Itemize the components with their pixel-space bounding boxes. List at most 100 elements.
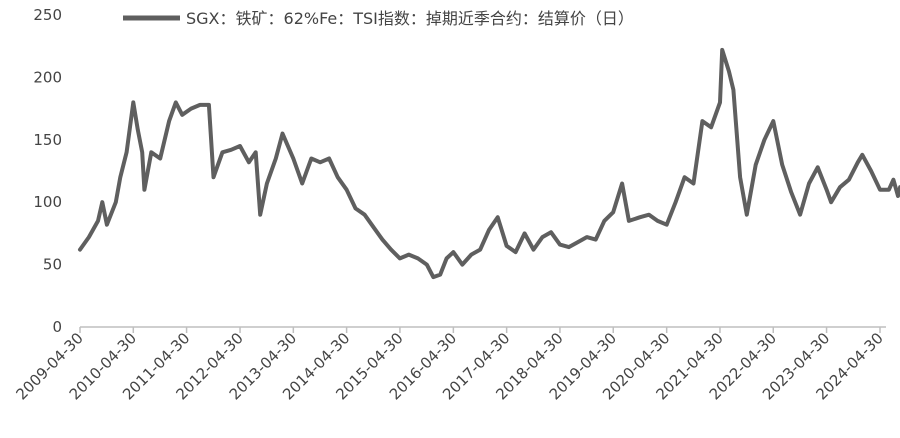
data-point [594, 238, 598, 242]
data-point [125, 150, 129, 154]
data-point [220, 150, 224, 154]
data-point [754, 163, 758, 167]
data-point [567, 245, 571, 249]
data-point [558, 243, 562, 247]
data-point [318, 160, 322, 164]
data-point [158, 156, 162, 161]
data-point [602, 219, 606, 223]
data-point [838, 185, 842, 189]
data-point [327, 156, 331, 161]
data-point [398, 256, 402, 260]
data-point [180, 113, 184, 117]
data-point [496, 215, 500, 219]
legend: SGX：铁矿：62%Fe：TSI指数：掉期近季合约：结算价（日） [123, 9, 634, 28]
data-point [656, 219, 660, 223]
data-point [96, 219, 100, 223]
data-point [487, 228, 491, 232]
y-tick-label: 0 [52, 318, 62, 336]
y-tick-label: 250 [33, 6, 62, 24]
data-point [469, 253, 473, 257]
data-point [700, 119, 705, 123]
y-tick-label: 50 [43, 256, 62, 274]
data-point [87, 235, 91, 239]
data-point [345, 188, 349, 192]
data-point [353, 206, 358, 210]
data-point [229, 148, 233, 152]
data-point [265, 181, 269, 186]
data-point [540, 235, 545, 239]
data-point [829, 200, 833, 204]
data-point [807, 181, 811, 186]
data-point [460, 263, 464, 267]
data-point [309, 156, 313, 161]
data-point [891, 178, 896, 182]
data-point [816, 165, 820, 169]
data-point [198, 103, 202, 107]
data-point [825, 188, 829, 192]
data-point [167, 119, 171, 123]
y-tick-label: 150 [33, 131, 62, 149]
data-point [727, 69, 731, 73]
data-point [363, 213, 367, 217]
data-point [149, 150, 153, 154]
data-point [647, 213, 651, 217]
y-tick-label: 200 [33, 68, 62, 86]
data-point [505, 244, 509, 248]
data-point [745, 213, 749, 217]
data-point [211, 175, 216, 179]
data-point [691, 181, 696, 186]
data-point [638, 215, 642, 219]
data-point [718, 100, 722, 104]
data-point [611, 210, 615, 214]
data-point [720, 48, 724, 52]
data-point [291, 156, 295, 161]
data-point [514, 250, 518, 254]
data-point [887, 188, 891, 192]
data-point [585, 235, 589, 239]
data-point [674, 200, 678, 204]
series-layer [78, 47, 900, 280]
data-point [523, 231, 527, 235]
data-point [380, 238, 384, 242]
x-axis: 2009-04-302010-04-302011-04-302012-04-30… [12, 327, 887, 403]
data-point [789, 190, 793, 194]
data-point [683, 175, 687, 179]
y-tick-label: 100 [33, 193, 62, 211]
data-point [478, 248, 482, 252]
data-point [847, 178, 851, 182]
data-point [274, 156, 278, 161]
data-point [425, 263, 429, 267]
data-point [627, 219, 631, 223]
data-point [416, 256, 420, 260]
data-point [896, 194, 900, 198]
data-point [878, 188, 882, 192]
data-point [118, 175, 122, 179]
data-point [731, 88, 736, 92]
legend-series-label: SGX：铁矿：62%Fe：TSI指数：掉期近季合约：结算价（日） [186, 9, 634, 28]
data-point [576, 240, 580, 244]
data-point [247, 160, 251, 164]
data-point [431, 275, 435, 279]
data-point [371, 225, 376, 229]
data-point [258, 213, 262, 217]
data-point [300, 181, 304, 186]
data-point [254, 150, 258, 154]
data-point [189, 107, 193, 111]
data-point [451, 250, 455, 254]
data-point [407, 253, 411, 257]
data-point [131, 100, 135, 104]
data-point [389, 248, 393, 252]
data-point [105, 223, 109, 227]
data-point [207, 103, 211, 107]
data-point [174, 100, 178, 104]
series-line [78, 47, 900, 280]
data-point [445, 256, 449, 260]
data-point [114, 200, 118, 204]
data-point [771, 119, 775, 123]
data-point [620, 181, 624, 186]
data-point [762, 138, 767, 142]
y-axis: 0 50 100 150 200 250 [33, 6, 62, 336]
data-point [136, 128, 140, 132]
data-point [856, 160, 860, 164]
